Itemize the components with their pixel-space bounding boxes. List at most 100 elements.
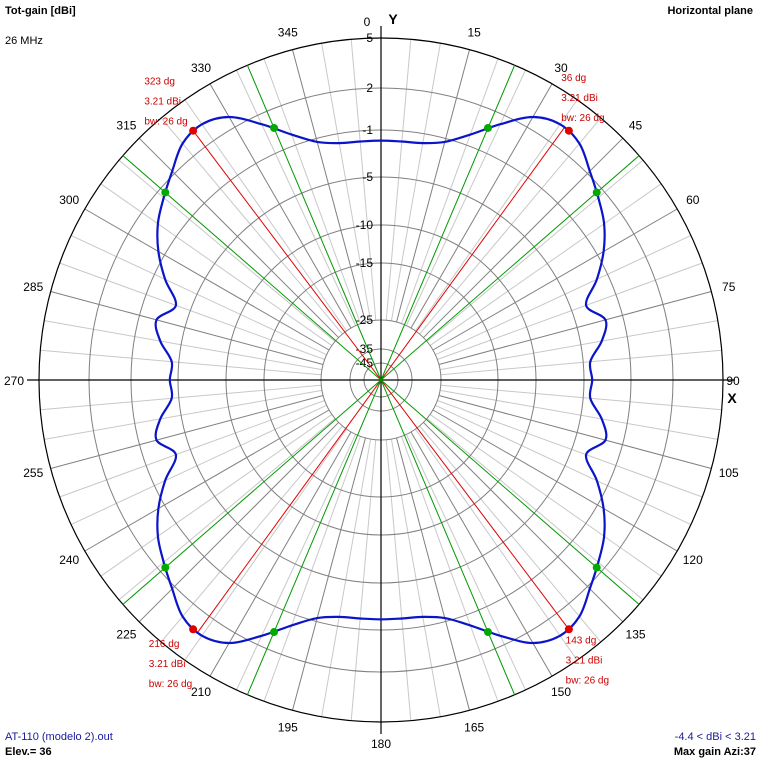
angle-tick-label: 75 [722,280,736,294]
spoke-line [160,425,343,643]
angle-tick-label: 300 [59,193,79,207]
spoke-line [410,431,553,677]
spoke-line [50,395,324,469]
spoke-line [396,437,470,711]
elevation-label: Elev.= 36 [5,746,52,758]
spoke-line [50,291,324,365]
spoke-line [236,434,357,691]
spoke-line [59,400,325,498]
half-power-dot [592,563,601,572]
beam-center-line [192,130,382,381]
spoke-line [432,208,678,351]
angle-tick-label: 60 [686,193,700,207]
spoke-line [40,349,322,376]
half-power-dot [270,123,279,132]
spoke-line [390,439,441,717]
y-axis-label: Y [388,11,398,27]
spoke-line [40,384,322,411]
filename-label: AT-110 (modelo 2).out [5,731,113,743]
spoke-line [263,58,361,324]
half-power-line [246,64,382,381]
angle-tick-label: 270 [4,374,24,388]
beam-center-line [197,379,382,633]
spoke-line [70,235,327,356]
spoke-line [184,428,347,661]
spoke-line [405,434,526,691]
beam-label: bw: 26 dg [144,116,187,127]
radial-tick-label: 5 [366,31,373,45]
radial-tick-label: -35 [356,342,374,356]
angle-tick-label: 225 [116,628,136,642]
spoke-line [138,137,339,338]
spoke-line [263,436,361,702]
beam-label: bw: 26 dg [566,676,609,687]
spoke-line [429,183,662,346]
spoke-line [401,58,499,324]
spoke-line [385,439,412,721]
spoke-line [396,49,470,323]
spoke-line [426,159,644,342]
radial-tick-label: -15 [356,256,374,270]
angle-tick-label: 345 [278,25,298,39]
spoke-line [419,425,602,643]
radial-tick-label: -25 [356,313,374,327]
spoke-line [440,384,722,411]
spoke-line [160,117,343,335]
beam-label: bw: 26 dg [149,679,192,690]
beam-label: 3.21 dBi [561,93,598,104]
minor-spokes [39,38,723,722]
spoke-line [419,117,602,335]
angle-ticks: 0153045607590105120135150165180195210225… [4,15,740,751]
beam-label: bw: 26 dg [561,113,604,124]
plot-title: Tot-gain [dBi] [5,5,76,17]
beam-label: 323 dg [144,76,175,87]
marker-dots [161,123,601,637]
spoke-line [385,39,412,321]
spoke-line [209,83,352,329]
half-power-dot [483,123,492,132]
beam-label: 143 dg [566,636,597,647]
spoke-line [70,404,327,525]
half-power-line [380,64,516,381]
gain-curve [154,115,608,645]
spoke-line [438,291,712,365]
spoke-line [415,428,578,661]
spoke-line [118,159,336,342]
max-gain-label: Max gain Azi:37 [673,746,756,758]
spoke-line [437,262,703,360]
angle-tick-label: 45 [629,118,643,132]
angle-tick-label: 255 [23,466,43,480]
angle-tick-label: 120 [683,553,703,567]
spoke-line [423,422,624,623]
spoke-line [100,183,333,346]
spoke-line [44,320,322,371]
spoke-line [440,349,722,376]
spoke-line [138,422,339,623]
spoke-line [437,400,703,498]
angle-tick-label: 105 [719,466,739,480]
radial-tick-label: -45 [356,356,374,370]
beam-labels: 36 dg 3.21 dBi bw: 26 dg 143 dg 3.21 dBi bw: … [144,73,609,690]
angle-tick-label: 195 [278,721,298,735]
angle-tick-label: 150 [551,685,571,699]
angle-tick-label: 0 [364,15,371,29]
spoke-line [410,83,553,329]
angle-tick-label: 90 [726,374,740,388]
beam-label: 3.21 dBi [144,96,181,107]
plane-label: Horizontal plane [667,5,753,17]
spoke-line [184,99,347,332]
spoke-line [59,262,325,360]
max-gain-dot [564,625,573,634]
angle-tick-label: 15 [467,25,481,39]
half-power-dot [161,563,170,572]
spoke-line [440,320,718,371]
x-axis-label: X [727,390,737,406]
radial-tick-label: -10 [356,218,374,232]
spoke-line [321,439,372,717]
radial-tick-label: -1 [362,123,373,137]
half-power-dot [161,188,170,197]
gain-curve-group [154,115,608,645]
angle-tick-label: 180 [371,737,391,751]
spoke-line [100,414,333,577]
spoke-line [321,43,372,321]
